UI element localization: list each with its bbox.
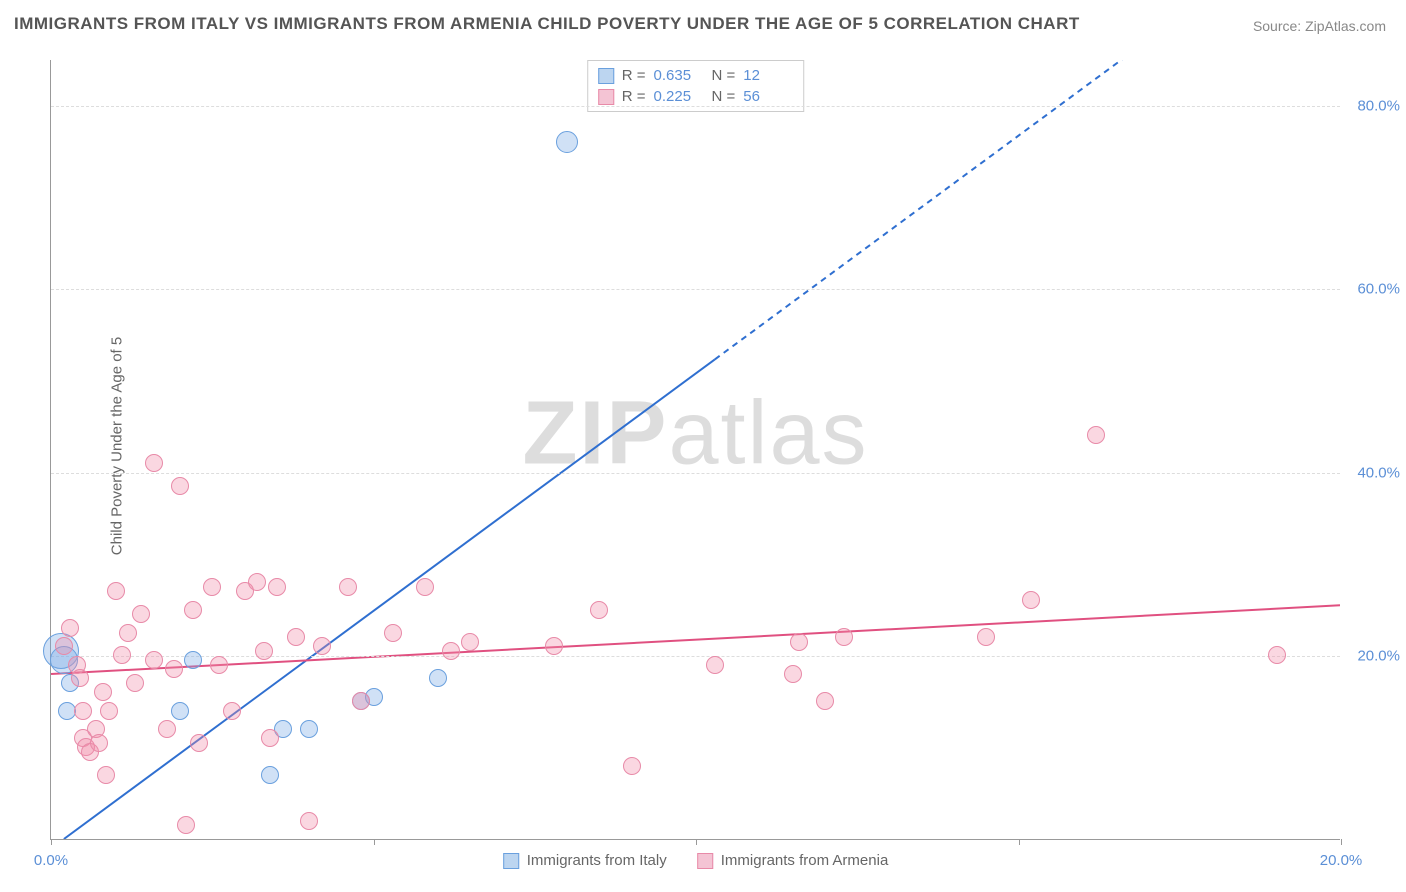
data-point-armenia [165,660,183,678]
data-point-armenia [71,669,89,687]
data-point-armenia [784,665,802,683]
data-point-armenia [977,628,995,646]
data-point-armenia [261,729,279,747]
gridline [51,473,1340,474]
data-point-armenia [90,734,108,752]
data-point-armenia [590,601,608,619]
n-label: N = [712,88,736,105]
y-tick-label: 20.0% [1357,648,1400,665]
data-point-armenia [545,637,563,655]
data-point-armenia [816,692,834,710]
x-tick [696,839,697,845]
x-tick [51,839,52,845]
gridline [51,656,1340,657]
data-point-armenia [623,757,641,775]
data-point-armenia [835,628,853,646]
data-point-armenia [177,816,195,834]
series-legend: Immigrants from Italy Immigrants from Arm… [503,852,889,869]
legend-swatch-italy [598,68,614,84]
data-point-armenia [74,702,92,720]
gridline [51,289,1340,290]
data-point-armenia [184,601,202,619]
data-point-armenia [384,624,402,642]
data-point-armenia [248,573,266,591]
data-point-armenia [1268,646,1286,664]
r-value-italy: 0.635 [654,67,704,84]
data-point-armenia [313,637,331,655]
legend-swatch-italy [503,853,519,869]
data-point-armenia [203,578,221,596]
data-point-armenia [119,624,137,642]
n-value-italy: 12 [743,67,793,84]
data-point-italy [261,766,279,784]
data-point-armenia [107,582,125,600]
data-point-armenia [100,702,118,720]
data-point-armenia [210,656,228,674]
x-tick [374,839,375,845]
data-point-armenia [61,619,79,637]
source-text: Source: ZipAtlas.com [1253,18,1386,34]
data-point-armenia [268,578,286,596]
n-value-armenia: 56 [743,88,793,105]
x-tick [1019,839,1020,845]
x-tick-label: 0.0% [34,852,68,869]
chart-title: IMMIGRANTS FROM ITALY VS IMMIGRANTS FROM… [14,14,1080,34]
r-label: R = [622,88,646,105]
data-point-armenia [1022,591,1040,609]
trend-lines-layer [51,60,1340,839]
x-tick-label: 20.0% [1320,852,1363,869]
data-point-armenia [300,812,318,830]
data-point-armenia [132,605,150,623]
data-point-armenia [171,477,189,495]
data-point-armenia [461,633,479,651]
y-tick-label: 60.0% [1357,281,1400,298]
legend-label-italy: Immigrants from Italy [527,852,667,869]
gridline [51,106,1340,107]
y-tick-label: 40.0% [1357,464,1400,481]
data-point-italy [300,720,318,738]
r-value-armenia: 0.225 [654,88,704,105]
x-tick [1341,839,1342,845]
data-point-italy [184,651,202,669]
legend-swatch-armenia [697,853,713,869]
y-tick-label: 80.0% [1357,97,1400,114]
n-label: N = [712,67,736,84]
data-point-armenia [416,578,434,596]
legend-label-armenia: Immigrants from Armenia [721,852,889,869]
legend-row-italy: R = 0.635 N = 12 [598,65,794,86]
trendline-armenia [51,605,1340,674]
data-point-armenia [55,637,73,655]
legend-item-italy: Immigrants from Italy [503,852,667,869]
data-point-armenia [158,720,176,738]
data-point-armenia [126,674,144,692]
data-point-armenia [145,454,163,472]
data-point-armenia [97,766,115,784]
data-point-italy [556,131,578,153]
data-point-armenia [706,656,724,674]
data-point-armenia [339,578,357,596]
data-point-armenia [94,683,112,701]
trendline-italy [64,359,715,839]
data-point-armenia [223,702,241,720]
data-point-armenia [352,692,370,710]
r-label: R = [622,67,646,84]
data-point-armenia [113,646,131,664]
data-point-armenia [255,642,273,660]
data-point-italy [171,702,189,720]
data-point-armenia [1087,426,1105,444]
data-point-armenia [287,628,305,646]
correlation-legend: R = 0.635 N = 12 R = 0.225 N = 56 [587,60,805,112]
legend-item-armenia: Immigrants from Armenia [697,852,889,869]
data-point-armenia [442,642,460,660]
legend-swatch-armenia [598,89,614,105]
legend-row-armenia: R = 0.225 N = 56 [598,86,794,107]
data-point-armenia [145,651,163,669]
data-point-italy [429,669,447,687]
watermark: ZIPatlas [522,382,868,485]
data-point-armenia [790,633,808,651]
plot-area: ZIPatlas R =0.635N =12R =0.225N =56 Immi… [50,60,1340,840]
data-point-armenia [190,734,208,752]
